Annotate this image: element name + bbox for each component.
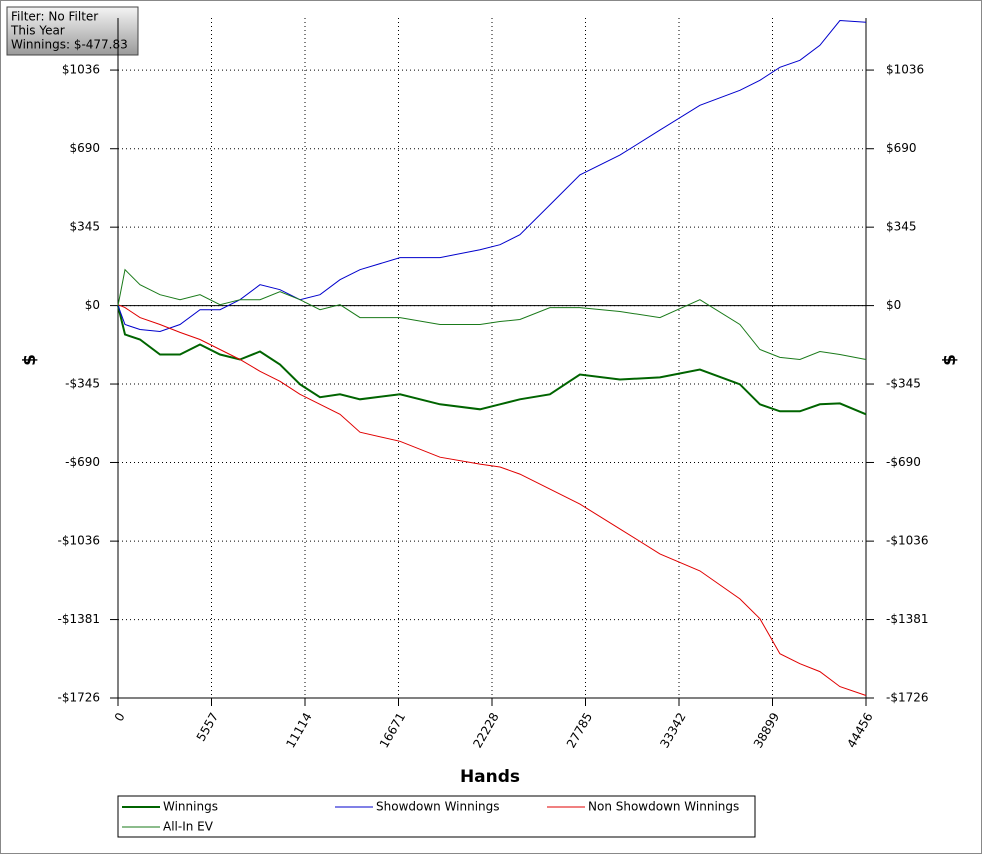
y2-tick-label: -$1381	[886, 612, 929, 626]
legend-label: All-In EV	[163, 820, 214, 834]
series-line	[117, 305, 867, 416]
legend-label: Non Showdown Winnings	[588, 800, 739, 814]
y2-tick-label: -$1726	[886, 691, 929, 705]
legend-label: Showdown Winnings	[376, 800, 500, 814]
y-tick-label: -$1036	[57, 534, 100, 548]
y2-tick-label: -$345	[886, 377, 921, 391]
y2-tick-label: $0	[886, 298, 901, 312]
x-axis-title: Hands	[460, 767, 520, 787]
y-tick-label: $345	[69, 220, 100, 234]
y2-axis-title: $	[940, 354, 960, 366]
legend-label: Winnings	[163, 800, 218, 814]
y2-tick-label: $690	[886, 141, 917, 155]
y2-tick-label: -$1036	[886, 534, 929, 548]
info-line: Winnings: $-477.83	[11, 38, 128, 52]
y2-tick-label: $1036	[886, 63, 924, 77]
y-tick-label: -$1726	[57, 691, 100, 705]
y-axis-title: $	[20, 354, 40, 366]
y-tick-label: -$1381	[57, 612, 100, 626]
y-tick-label: $0	[85, 298, 100, 312]
y2-tick-label: -$690	[886, 455, 921, 469]
y-tick-label: $690	[69, 141, 100, 155]
series-line	[117, 19, 867, 333]
series-line	[117, 268, 867, 361]
y2-tick-label: $345	[886, 220, 917, 234]
info-line: Filter: No Filter	[11, 10, 98, 24]
y-tick-label: $1036	[62, 63, 100, 77]
series-line	[117, 304, 867, 696]
y-tick-label: -$345	[65, 377, 100, 391]
legend	[117, 795, 756, 838]
y-tick-label: -$690	[65, 455, 100, 469]
info-box	[6, 6, 139, 56]
info-line: This Year	[10, 24, 65, 38]
